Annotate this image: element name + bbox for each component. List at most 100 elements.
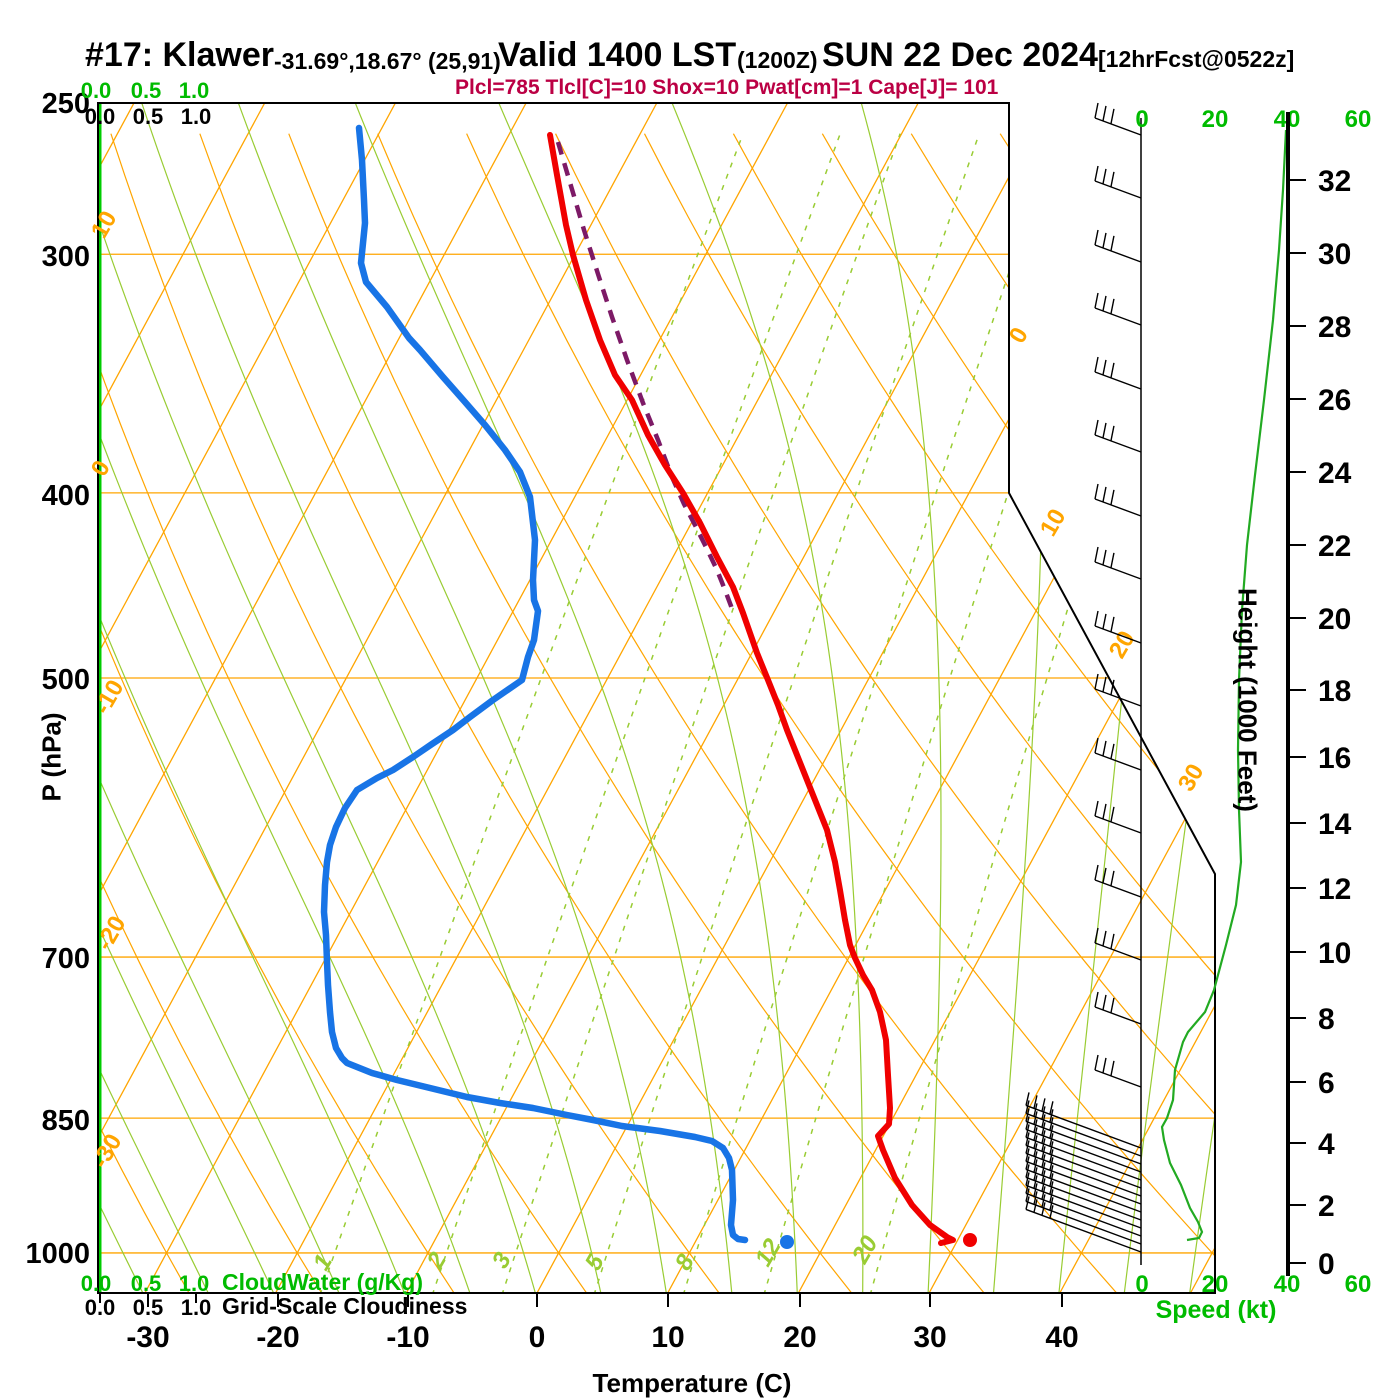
pressure-tick-label: 500 bbox=[42, 664, 90, 696]
moist-adiabat-line bbox=[140, 103, 602, 1293]
moist-adiabat-line bbox=[98, 103, 276, 1293]
pressure-tick-label: 300 bbox=[42, 241, 90, 273]
temperature-curve bbox=[547, 132, 956, 1246]
moist-adiabat-line bbox=[98, 103, 537, 1293]
wind-barb bbox=[1025, 1156, 1142, 1213]
wind-barb bbox=[1094, 229, 1142, 263]
isotherm-line bbox=[98, 103, 658, 1293]
wind-barb bbox=[1094, 737, 1142, 771]
grid-scale-cloudiness-label: Grid-Scale Cloudiness bbox=[222, 1293, 468, 1319]
dry-adiabat-line bbox=[98, 133, 589, 1293]
mixing-ratio-line bbox=[869, 133, 1215, 1293]
cloudiness-scale-top: 1.0 bbox=[180, 104, 212, 129]
wind-barb bbox=[1025, 1092, 1142, 1149]
pressure-tick-label: 400 bbox=[42, 480, 90, 512]
height-tick-label: 24 bbox=[1318, 457, 1352, 490]
moist-adiabat-line bbox=[1188, 103, 1215, 1293]
cloudiness-scale-bottom: 1.0 bbox=[180, 1295, 212, 1320]
dewpoint-curve bbox=[320, 124, 749, 1244]
isotherm-line bbox=[536, 103, 1181, 1293]
dry-adiabat-line bbox=[98, 133, 456, 1293]
grid-line-label: 2 bbox=[421, 1247, 452, 1273]
cloudwater-scale-top: 0.5 bbox=[130, 78, 162, 103]
height-tick-label: 14 bbox=[1318, 808, 1352, 841]
moist-adiabat-line bbox=[98, 103, 210, 1293]
cloudiness-scale-bottom: 0.0 bbox=[84, 1295, 116, 1320]
wind-barb bbox=[1094, 483, 1142, 517]
grid-line-label: 20 bbox=[846, 1231, 884, 1269]
parcel-path-curve bbox=[555, 141, 736, 614]
isotherm-line bbox=[144, 103, 789, 1293]
dry-adiabat-line bbox=[555, 133, 1215, 1293]
wind-barb bbox=[1094, 991, 1142, 1025]
cloudiness-scale-bottom: 0.5 bbox=[132, 1295, 164, 1320]
isotherm-line bbox=[1189, 103, 1215, 1293]
moist-adiabat-line bbox=[670, 103, 864, 1293]
height-tick-label: 32 bbox=[1318, 165, 1351, 198]
moist-adiabat-line bbox=[353, 103, 733, 1293]
wind-barb bbox=[1025, 1196, 1142, 1253]
height-tick-label: 20 bbox=[1318, 603, 1351, 636]
wind-barb bbox=[1025, 1140, 1142, 1197]
pressure-tick-label: 700 bbox=[42, 943, 90, 975]
wind-barb bbox=[1025, 1108, 1142, 1165]
height-tick-label: 4 bbox=[1318, 1128, 1335, 1161]
pressure-tick-label: 250 bbox=[42, 88, 90, 120]
height-tick-label: 0 bbox=[1318, 1248, 1335, 1281]
isotherm-line bbox=[98, 103, 266, 1293]
valid-date: SUN 22 Dec 2024 bbox=[822, 36, 1098, 74]
isotherm-line bbox=[667, 103, 1215, 1293]
moist-adiabat-line bbox=[98, 103, 472, 1293]
wind-barb bbox=[1025, 1188, 1142, 1245]
temperature-tick-label: 20 bbox=[783, 1321, 816, 1354]
wind-speed-profile-curve bbox=[1160, 129, 1288, 1242]
dry-adiabat-line bbox=[732, 133, 1215, 1293]
cloudwater-scale-bottom: 0.0 bbox=[80, 1271, 112, 1296]
cloudwater-scale-top: 0.0 bbox=[80, 78, 112, 103]
grid-line-label: -20 bbox=[91, 911, 132, 955]
pressure-axis-title: P (hPa) bbox=[36, 712, 67, 802]
grid-line-label: 10 bbox=[86, 206, 123, 243]
wind-barb bbox=[1025, 1132, 1142, 1189]
temperature-tick-label: 0 bbox=[529, 1321, 546, 1354]
mixing-ratio-line bbox=[501, 133, 901, 1293]
grid-line-label: 30 bbox=[1173, 759, 1210, 796]
dry-adiabat-line bbox=[199, 133, 854, 1293]
cloudwater-label: CloudWater (g/Kg) bbox=[222, 1269, 424, 1295]
height-tick-label: 2 bbox=[1318, 1190, 1335, 1223]
dry-adiabat-line bbox=[643, 133, 1215, 1293]
wind-barb bbox=[1094, 546, 1142, 580]
wind-barb bbox=[1094, 102, 1142, 136]
height-tick-label: 10 bbox=[1318, 937, 1351, 970]
wind-barb bbox=[1025, 1172, 1142, 1229]
height-tick-label: 26 bbox=[1318, 384, 1351, 417]
dry-adiabat-line bbox=[377, 133, 1119, 1293]
grid-line-label: 10 bbox=[1035, 504, 1072, 541]
isotherm-line bbox=[1059, 103, 1215, 1293]
height-axis-title: Height (1000 Feet) bbox=[1232, 588, 1263, 812]
isotherm-line bbox=[98, 103, 527, 1293]
moist-adiabat-line bbox=[98, 103, 341, 1293]
dry-adiabat-line bbox=[98, 133, 191, 1293]
isotherm-line bbox=[98, 103, 396, 1293]
wind-barb bbox=[1025, 1100, 1142, 1157]
height-tick-label: 18 bbox=[1318, 675, 1351, 708]
pressure-tick-label: 850 bbox=[42, 1105, 90, 1137]
sounding-parameters: Plcl=785 Tlcl[C]=10 Shox=10 Pwat[cm]=1 C… bbox=[455, 76, 999, 99]
isotherm-line bbox=[928, 103, 1215, 1293]
temperature-tick-label: 10 bbox=[651, 1321, 684, 1354]
dry-adiabat-line bbox=[288, 133, 987, 1293]
valid-zulu: (1200Z) bbox=[737, 47, 818, 73]
height-tick-label: 30 bbox=[1318, 238, 1351, 271]
dry-adiabat-line bbox=[821, 133, 1215, 1293]
wind-barb bbox=[1094, 165, 1142, 199]
temperature-tick-label: -30 bbox=[126, 1321, 169, 1354]
height-tick-label: 28 bbox=[1318, 311, 1351, 344]
grid-line-label: 3 bbox=[487, 1247, 517, 1273]
cloudwater-scale-bottom: 1.0 bbox=[178, 1271, 210, 1296]
pressure-tick-label: 1000 bbox=[25, 1238, 90, 1270]
speed-tick-label: 60 bbox=[1345, 1271, 1372, 1298]
speed-tick-label: 60 bbox=[1345, 106, 1372, 133]
